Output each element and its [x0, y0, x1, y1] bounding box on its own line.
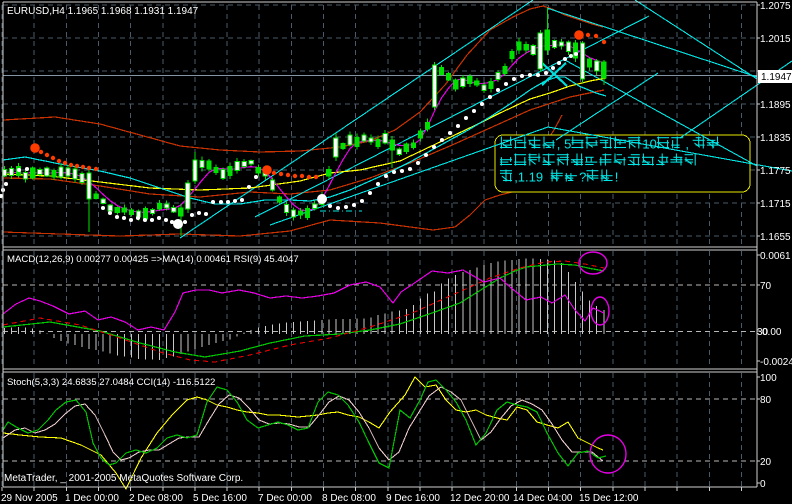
svg-text:MetaTrader, _ 2001-2005 MetaQu: MetaTrader, _ 2001-2005 MetaQuotes Softw…: [4, 473, 243, 484]
svg-text:0.00: 0.00: [762, 327, 782, 338]
svg-text:12 Dec 20:00: 12 Dec 20:00: [450, 493, 510, 504]
svg-text:5: 5: [564, 137, 571, 152]
svg-text:,: ,: [557, 137, 561, 152]
svg-text:-0.0024: -0.0024: [760, 357, 792, 368]
svg-text:8 Dec 08:00: 8 Dec 08:00: [322, 493, 376, 504]
svg-text:1.1715: 1.1715: [760, 199, 791, 210]
svg-text:20: 20: [760, 457, 772, 468]
svg-text:,: ,: [685, 137, 689, 152]
svg-text:!: !: [615, 170, 619, 185]
svg-text:1.1895: 1.1895: [760, 100, 791, 111]
svg-text:?: ?: [579, 170, 586, 185]
svg-text:1.1835: 1.1835: [760, 133, 791, 144]
svg-text:7 Dec 00:00: 7 Dec 00:00: [258, 493, 312, 504]
svg-text:0: 0: [760, 479, 766, 490]
svg-text:1.1775: 1.1775: [760, 166, 791, 177]
svg-text:,1.19: ,1.19: [514, 170, 543, 185]
svg-text:Stoch(5,3,3) 24.6835 27.0484: Stoch(5,3,3) 24.6835 27.0484 CCI(14) -11…: [7, 377, 215, 388]
svg-text:10: 10: [642, 137, 656, 152]
svg-text:0.0061: 0.0061: [760, 251, 791, 262]
svg-text:80: 80: [760, 395, 772, 406]
svg-text:2 Dec 08:00: 2 Dec 08:00: [129, 493, 183, 504]
svg-text:9 Dec 16:00: 9 Dec 16:00: [386, 493, 440, 504]
svg-text:1 Dec 00:00: 1 Dec 00:00: [65, 493, 119, 504]
svg-text:1.2015: 1.2015: [760, 34, 791, 45]
svg-text:1.1947: 1.1947: [761, 72, 792, 83]
svg-text:100: 100: [760, 373, 777, 384]
svg-text:1.1655: 1.1655: [760, 232, 791, 243]
svg-text:15 Dec 12:00: 15 Dec 12:00: [579, 493, 639, 504]
svg-text:1.2075: 1.2075: [760, 1, 791, 12]
svg-text:14 Dec 04:00: 14 Dec 04:00: [513, 493, 573, 504]
svg-text:30: 30: [757, 327, 769, 338]
svg-text:70: 70: [760, 281, 772, 292]
svg-text:MACD(12,26,9) 0.00277 0.00425: MACD(12,26,9) 0.00277 0.00425 =>MA(14) 0…: [7, 254, 299, 265]
svg-text:EURUSD,H4 1.1965 1.1968 1.193: EURUSD,H4 1.1965 1.1968 1.1931 1.1947: [7, 6, 199, 17]
svg-text:29 Nov 2005: 29 Nov 2005: [1, 493, 58, 504]
svg-text:5 Dec 16:00: 5 Dec 16:00: [193, 493, 247, 504]
